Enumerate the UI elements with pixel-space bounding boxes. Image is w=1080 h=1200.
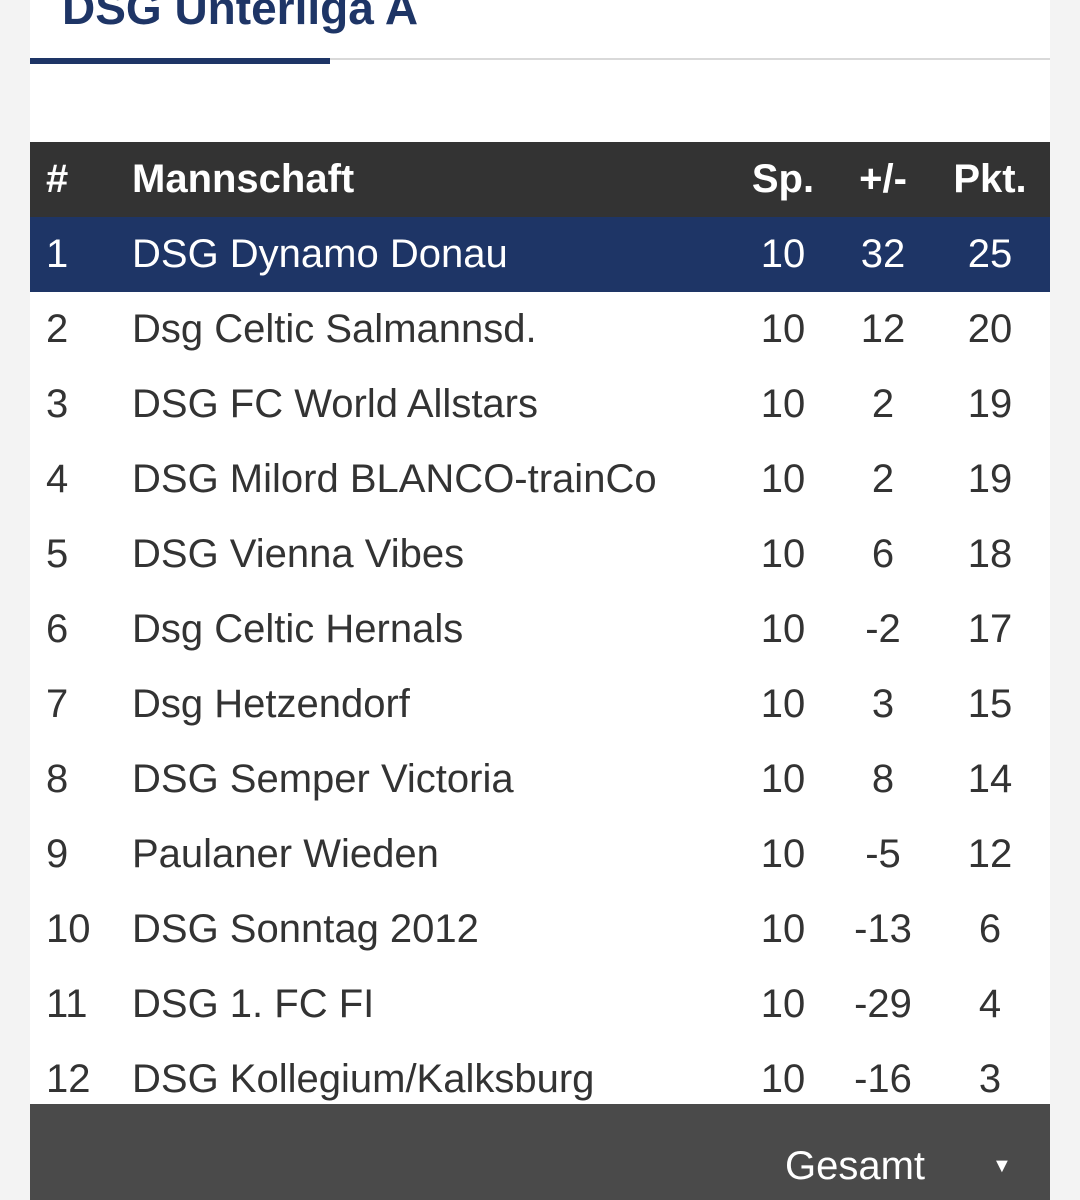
page-title: DSG Unterliga A (62, 0, 419, 34)
table-row[interactable]: 9 Paulaner Wieden 10 -5 12 (30, 817, 1050, 892)
rank-cell: 10 (46, 907, 91, 951)
column-header-goal-diff: +/- (859, 157, 907, 201)
column-header-team: Mannschaft (132, 157, 355, 201)
points-cell: 18 (967, 532, 1013, 576)
team-cell: Dsg Celtic Hernals (132, 607, 464, 651)
chevron-down-icon: ▼ (992, 1155, 1012, 1177)
active-tab-indicator (30, 58, 330, 64)
table-row[interactable]: 1 DSG Dynamo Donau 10 32 25 (30, 217, 1050, 292)
rank-cell: 3 (46, 382, 69, 426)
goal-diff-cell: 12 (860, 307, 906, 351)
goal-diff-cell: -13 (854, 907, 912, 951)
played-cell: 10 (760, 307, 806, 351)
points-cell: 19 (967, 457, 1013, 501)
played-cell: 10 (760, 1057, 806, 1101)
rank-cell: 1 (46, 232, 69, 276)
points-cell: 17 (967, 607, 1013, 651)
table-header: # Mannschaft Sp. +/- Pkt. (30, 142, 1050, 217)
points-cell: 20 (967, 307, 1013, 351)
table-row[interactable]: 8 DSG Semper Victoria 10 8 14 (30, 742, 1050, 817)
played-cell: 10 (760, 907, 806, 951)
goal-diff-cell: 3 (871, 682, 895, 726)
goal-diff-cell: -29 (854, 982, 912, 1026)
goal-diff-cell: 2 (871, 382, 895, 426)
table-footer: Gesamt ▼ (30, 1104, 1050, 1200)
played-cell: 10 (760, 532, 806, 576)
rank-cell: 5 (46, 532, 69, 576)
rank-cell: 2 (46, 307, 69, 351)
played-cell: 10 (760, 457, 806, 501)
table-row[interactable]: 7 Dsg Hetzendorf 10 3 15 (30, 667, 1050, 742)
points-cell: 4 (978, 982, 1002, 1026)
team-cell: DSG Semper Victoria (132, 757, 514, 801)
table-row[interactable]: 2 Dsg Celtic Salmannsd. 10 12 20 (30, 292, 1050, 367)
view-select[interactable]: Gesamt ▼ (770, 1140, 1030, 1192)
rank-cell: 6 (46, 607, 69, 651)
points-cell: 3 (978, 1057, 1002, 1101)
rank-cell: 9 (46, 832, 69, 876)
table-row[interactable]: 11 DSG 1. FC FI 10 -29 4 (30, 967, 1050, 1042)
column-header-points: Pkt. (953, 157, 1027, 201)
points-cell: 6 (978, 907, 1002, 951)
points-cell: 25 (967, 232, 1013, 276)
team-cell: Paulaner Wieden (132, 832, 439, 876)
team-cell: DSG FC World Allstars (132, 382, 538, 426)
table-row[interactable]: 5 DSG Vienna Vibes 10 6 18 (30, 517, 1050, 592)
team-cell: DSG Sonntag 2012 (132, 907, 479, 951)
table-row[interactable]: 3 DSG FC World Allstars 10 2 19 (30, 367, 1050, 442)
played-cell: 10 (760, 832, 806, 876)
table-row[interactable]: 10 DSG Sonntag 2012 10 -13 6 (30, 892, 1050, 967)
table-row[interactable]: 4 DSG Milord BLANCO-trainCo 10 2 19 (30, 442, 1050, 517)
played-cell: 10 (760, 607, 806, 651)
team-cell: Dsg Celtic Salmannsd. (132, 307, 537, 351)
points-cell: 19 (967, 382, 1013, 426)
points-cell: 15 (967, 682, 1013, 726)
table-row[interactable]: 6 Dsg Celtic Hernals 10 -2 17 (30, 592, 1050, 667)
points-cell: 14 (967, 757, 1013, 801)
goal-diff-cell: -16 (854, 1057, 912, 1101)
team-cell: DSG Vienna Vibes (132, 532, 465, 576)
tab-divider (30, 58, 1050, 60)
standings-card: DSG Unterliga A # Mannschaft Sp. +/- Pkt… (30, 0, 1050, 1200)
team-cell: DSG 1. FC FI (132, 982, 375, 1026)
rank-cell: 8 (46, 757, 69, 801)
rank-cell: 7 (46, 682, 69, 726)
goal-diff-cell: 6 (871, 532, 895, 576)
table-row[interactable]: 12 DSG Kollegium/Kalksburg 10 -16 3 (30, 1042, 1050, 1117)
column-header-played: Sp. (751, 157, 815, 201)
rank-cell: 4 (46, 457, 69, 501)
played-cell: 10 (760, 232, 806, 276)
played-cell: 10 (760, 982, 806, 1026)
view-select-value: Gesamt (785, 1144, 926, 1188)
team-cell: Dsg Hetzendorf (132, 682, 410, 726)
rank-cell: 11 (46, 982, 88, 1026)
goal-diff-cell: -5 (865, 832, 901, 876)
played-cell: 10 (760, 757, 806, 801)
goal-diff-cell: 2 (871, 457, 895, 501)
goal-diff-cell: 32 (860, 232, 906, 276)
column-header-rank: # (46, 157, 69, 201)
points-cell: 12 (967, 832, 1013, 876)
played-cell: 10 (760, 382, 806, 426)
goal-diff-cell: 8 (871, 757, 895, 801)
goal-diff-cell: -2 (865, 607, 901, 651)
team-cell: DSG Milord BLANCO-trainCo (132, 457, 657, 501)
rank-cell: 12 (46, 1057, 91, 1101)
team-cell: DSG Dynamo Donau (132, 232, 508, 276)
standings-table: # Mannschaft Sp. +/- Pkt. 1 DSG Dynamo D… (30, 142, 1050, 1117)
team-cell: DSG Kollegium/Kalksburg (132, 1057, 595, 1101)
played-cell: 10 (760, 682, 806, 726)
